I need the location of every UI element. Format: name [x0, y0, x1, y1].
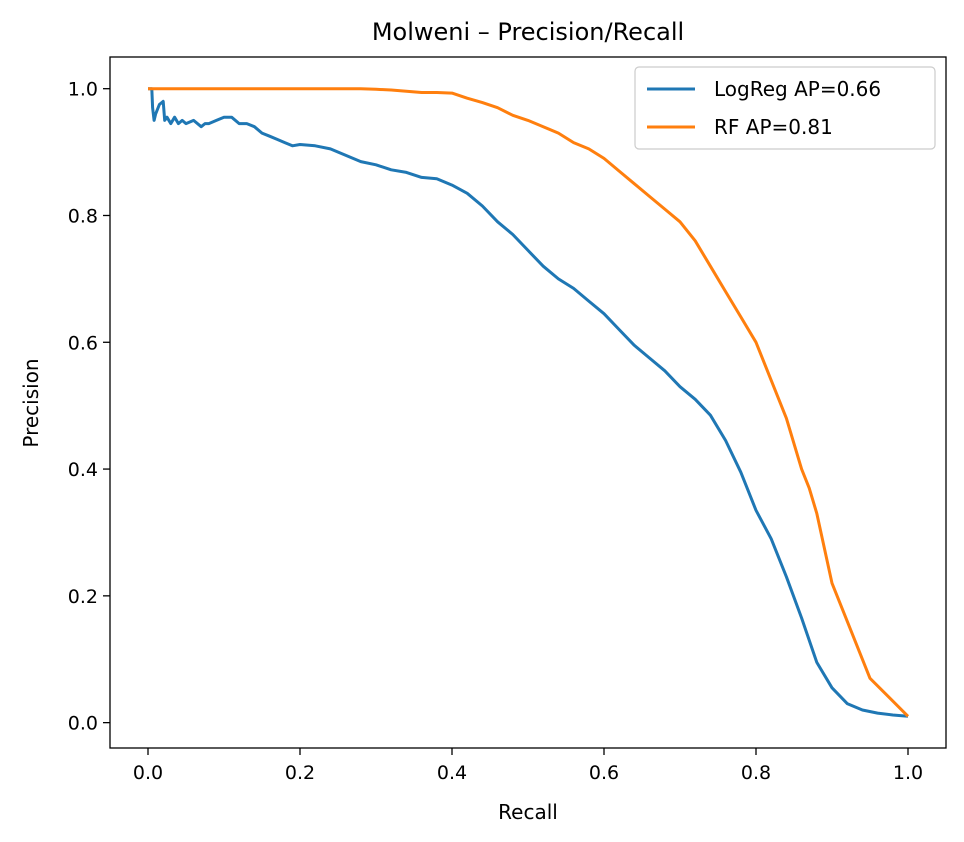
x-axis-label: Recall: [498, 800, 558, 824]
y-tick-label: 1.0: [68, 79, 98, 101]
x-tick-label: 0.8: [741, 762, 771, 784]
legend-box: [634, 66, 936, 150]
x-tick-label: 1.0: [893, 762, 923, 784]
series-line-logreg: [148, 87, 909, 718]
axis-ticks: 0.0 0.2 0.4 0.6 0.8 1.0 0.0 0.2 0.4 0.6 0.8 1.0: [68, 79, 923, 784]
legend-label-logreg: LogReg AP=0.66: [714, 77, 881, 101]
x-tick-label: 0.4: [437, 762, 467, 784]
x-tick-label: 0.2: [285, 762, 315, 784]
chart-title: Molweni – Precision/Recall: [372, 18, 684, 46]
y-tick-label: 0.0: [68, 713, 98, 735]
plot-area: [148, 87, 910, 718]
y-tick-label: 0.2: [68, 586, 98, 608]
y-tick-label: 0.8: [68, 205, 98, 227]
y-tick-label: 0.4: [68, 459, 98, 481]
x-tick-label: 0.0: [133, 762, 163, 784]
legend-label-rf: RF AP=0.81: [714, 115, 833, 139]
legend: LogReg AP=0.66 RF AP=0.81: [634, 66, 936, 150]
plot-frame: [109, 56, 947, 749]
y-tick-label: 0.6: [68, 332, 98, 354]
series-line-rf: [148, 87, 910, 718]
x-tick-label: 0.6: [589, 762, 619, 784]
y-axis-label: Precision: [19, 358, 43, 447]
